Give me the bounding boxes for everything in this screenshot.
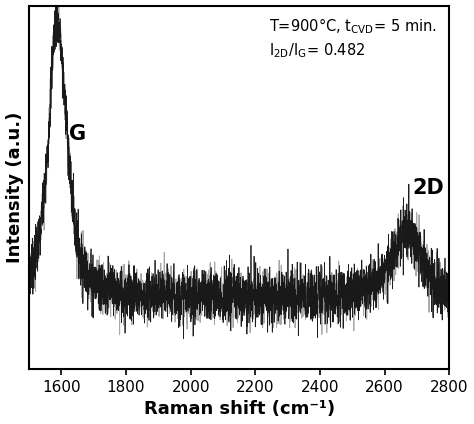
Y-axis label: Intensity (a.u.): Intensity (a.u.) — [6, 112, 24, 263]
X-axis label: Raman shift (cm⁻¹): Raman shift (cm⁻¹) — [144, 400, 335, 418]
Text: T=900°C, t$_{\mathregular{CVD}}$= 5 min.
I$_{\mathregular{2D}}$/I$_{\mathregular: T=900°C, t$_{\mathregular{CVD}}$= 5 min.… — [269, 17, 437, 61]
Text: 2D: 2D — [412, 179, 444, 198]
Text: G: G — [69, 124, 86, 144]
